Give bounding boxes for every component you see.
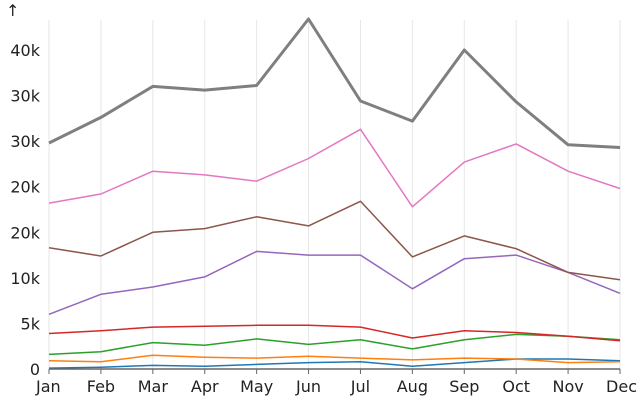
x-tick-label: Mar: [138, 377, 169, 396]
x-tick-label: Oct: [502, 377, 530, 396]
y-tick-label: 40k: [10, 41, 40, 60]
y-tick-label: 30k: [10, 132, 40, 151]
x-axis: Jan Feb Mar Apr May Jun Jul Aug Sep Oct Nov Dec: [35, 368, 637, 396]
x-tick-label: Feb: [87, 377, 115, 396]
x-tick-label: Nov: [552, 377, 583, 396]
series-line-pink: [48, 128, 621, 208]
x-tick-label: Jun: [295, 377, 321, 396]
y-tick-label: 20k: [10, 223, 40, 242]
y-tick-label: 10k: [10, 269, 40, 288]
series-line-green: [48, 333, 621, 356]
series-line-total: [48, 17, 621, 149]
x-tick-label: Jan: [35, 377, 61, 396]
x-tick-label: Sep: [449, 377, 479, 396]
x-tick-label: Jul: [350, 377, 370, 396]
x-tick-label: May: [240, 377, 273, 396]
y-tick-label: 5k: [21, 314, 41, 333]
x-tick-label: Dec: [606, 377, 637, 396]
y-tick-label: 0: [30, 360, 40, 379]
y-tick-label: 30k: [10, 87, 40, 106]
series-line-purple: [48, 250, 621, 315]
y-tick-label: 20k: [10, 178, 40, 197]
series-lines: [48, 17, 621, 369]
series-line-red: [48, 324, 621, 342]
y-axis-label: ↑: [6, 1, 19, 20]
x-tick-label: Apr: [191, 377, 219, 396]
series-line-brown: [48, 200, 621, 281]
x-tick-label: Aug: [397, 377, 428, 396]
grid-lines: [48, 20, 621, 369]
y-axis: 0 5k 10k 20k 20k 30k 30k 40k: [10, 41, 40, 379]
series-line-orange: [48, 354, 621, 364]
